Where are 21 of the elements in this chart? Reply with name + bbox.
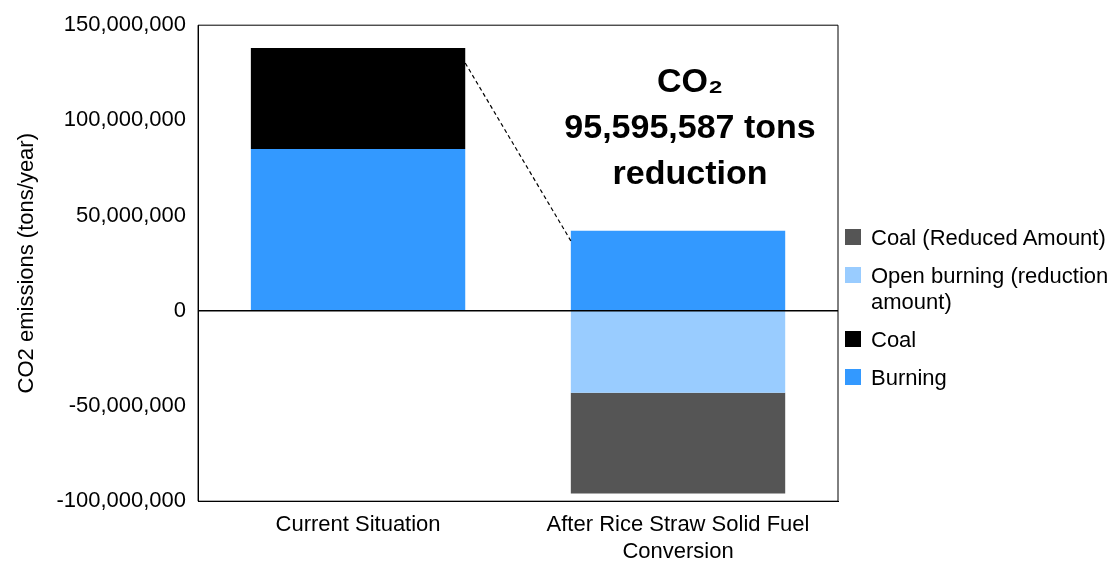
y-tick-label: -100,000,000: [56, 487, 187, 513]
y-tick-label: 50,000,000: [75, 201, 187, 227]
legend-label: Open burning (reduction amount): [871, 263, 1110, 315]
x-tick-label: After Rice Straw Solid Fuel Conversion: [546, 511, 810, 563]
y-tick-label: 0: [173, 296, 187, 322]
legend-label: Coal (Reduced Amount): [871, 225, 1106, 251]
y-tick-label: 150,000,000: [63, 11, 187, 37]
annotation: reduction: [612, 153, 768, 192]
bar: [250, 148, 466, 311]
legend-label: Burning: [871, 365, 947, 391]
legend-label: Coal: [871, 327, 917, 353]
y-tick-label: 100,000,000: [63, 106, 187, 132]
bar: [250, 48, 466, 149]
annotation: CO₂: [656, 61, 724, 100]
bar: [570, 230, 786, 311]
annotation: 95,595,587 tons: [564, 107, 816, 146]
y-tick-label: -50,000,000: [68, 392, 187, 418]
bar: [570, 392, 786, 494]
y-axis-title: CO2 emissions (tons/year): [13, 132, 39, 394]
x-tick-label: Current Situation: [275, 511, 441, 537]
bar: [570, 310, 786, 393]
